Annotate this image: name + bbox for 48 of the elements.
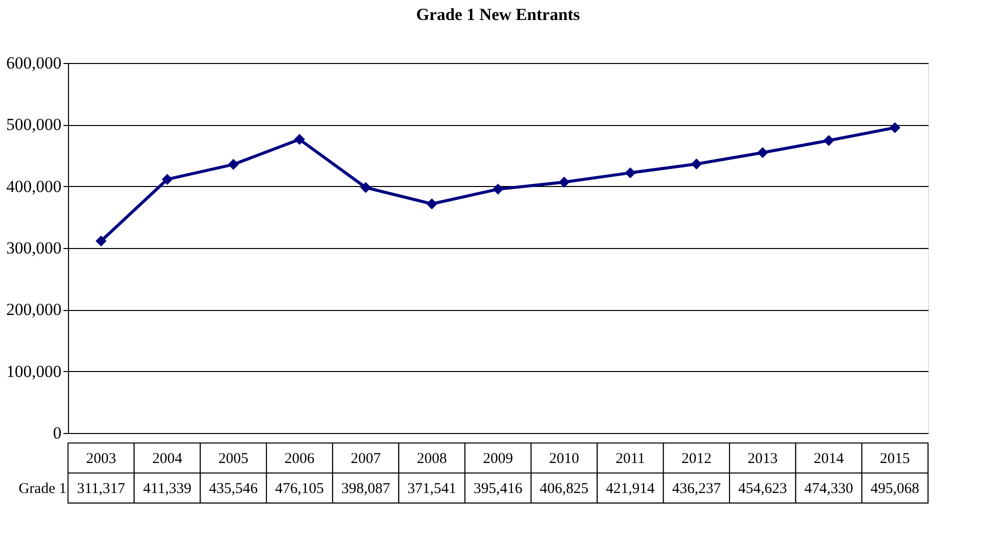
data-label: 454,623 (738, 481, 787, 497)
point (889, 122, 900, 134)
x-tick-label: 2003 (86, 451, 116, 467)
chart-title: Grade 1 New Entrants (416, 5, 580, 24)
data-label: 398,087 (341, 481, 391, 497)
x-tick-label: 2014 (814, 451, 844, 467)
data-label: 406,825 (540, 481, 589, 497)
point (96, 236, 107, 246)
point (426, 198, 438, 210)
data-label: 411,339 (143, 481, 192, 497)
point (757, 147, 768, 158)
y-tick-label: 0 (53, 424, 62, 442)
y-tick-label: 400,000 (6, 176, 62, 196)
point (558, 176, 570, 188)
x-tick-label: 2004 (152, 451, 183, 467)
x-tick-label: 2012 (681, 451, 712, 467)
x-tick-label: 2005 (218, 451, 248, 467)
point (228, 158, 239, 170)
x-tick-label: 2009 (483, 451, 513, 467)
x-tick-label: 2011 (616, 451, 646, 467)
data-label: 311,317 (76, 481, 126, 497)
point (492, 184, 504, 195)
x-tick-label: 2013 (748, 451, 778, 467)
point (624, 167, 636, 178)
data-label: 495,068 (870, 481, 920, 497)
data-label: 474,330 (804, 481, 854, 497)
data-label: 436,237 (672, 481, 722, 497)
x-tick-label: 2015 (880, 451, 910, 467)
y-tick-label: 300,000 (6, 238, 62, 258)
point (294, 134, 306, 145)
point (823, 135, 834, 146)
y-tick-label: 500,000 (6, 115, 62, 134)
text: Grade 1 (18, 481, 66, 497)
x-tick-label: 2007 (350, 451, 382, 467)
point (162, 174, 173, 185)
x-tick-label: 2008 (416, 451, 447, 467)
y-tick-label: 100,000 (6, 362, 62, 381)
data-label: 395,416 (474, 481, 523, 497)
data-label: 421,914 (606, 481, 656, 497)
x-tick-label: 2010 (549, 451, 580, 467)
y-tick-label: 600,000 (6, 54, 62, 72)
point (360, 182, 372, 193)
x-tick-label: 2006 (284, 451, 316, 467)
data-label: 476,105 (275, 481, 324, 497)
data-label: 371,541 (407, 481, 456, 497)
point (690, 158, 702, 170)
data-label: 435,546 (209, 481, 258, 497)
y-tick-label: 200,000 (6, 300, 62, 320)
